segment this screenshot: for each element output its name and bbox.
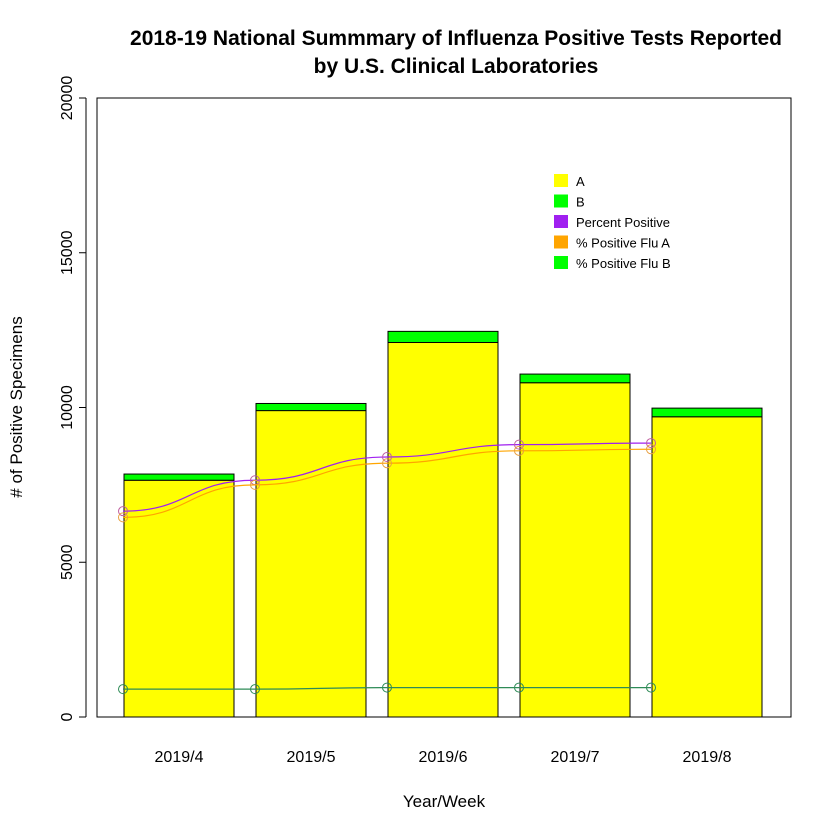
legend-label-2: Percent Positive [576, 215, 670, 230]
x-tick-label-0: 2019/4 [155, 749, 204, 766]
bar-b-1 [255, 402, 367, 412]
point-positive-flu-b-2 [382, 682, 392, 693]
legend-label-3: % Positive Flu A [576, 236, 670, 251]
point-positive-flu-b-1 [250, 684, 260, 695]
line-positive-flu-a [122, 448, 652, 518]
point-positive-flu-b-0 [118, 684, 128, 695]
legend: AB Percent Positive % Positive Flu A % Posi… [554, 174, 671, 271]
bar-b-4 [651, 407, 763, 418]
x-tick-label-1: 2019/5 [287, 749, 336, 766]
point-positive-flu-b-3 [514, 682, 524, 693]
bar-a-0 [123, 479, 235, 718]
y-tick-label-3: 15000 [59, 230, 76, 275]
legend-swatch-2 [554, 215, 568, 228]
legend-label-0: A [576, 174, 585, 189]
x-tick-label-4: 2019/8 [683, 749, 732, 766]
line-positive-flu-b [123, 686, 651, 690]
plot-frame [96, 97, 792, 718]
lines-layer [118, 438, 656, 695]
point-positive-flu-a-3 [514, 445, 524, 456]
y-tick-label-1: 5000 [59, 544, 76, 580]
y-tick-label-0: 0 [59, 712, 76, 721]
x-axis: 2019/4 2019/5 2019/6 2019/7 2019/8 [155, 749, 732, 766]
point-percent-positive-2 [382, 452, 392, 463]
legend-swatch-0 [554, 174, 568, 187]
legend-swatch-1 [554, 194, 568, 208]
legend-swatch-4 [554, 256, 568, 269]
y-tick-label-2: 10000 [59, 385, 76, 430]
bar-a-3 [519, 382, 631, 718]
x-tick-label-3: 2019/7 [551, 749, 600, 766]
point-percent-positive-0 [118, 506, 128, 517]
bar-b-0 [123, 473, 235, 481]
x-tick-label-2: 2019/6 [419, 749, 468, 766]
bar-a-4 [651, 416, 763, 718]
y-axis: 0 5000 10000 15000 20000 [59, 76, 87, 721]
point-positive-flu-a-1 [250, 479, 260, 490]
point-percent-positive-3 [514, 439, 524, 450]
chart-subtitle: by U.S. Clinical Laboratories [314, 55, 599, 78]
bar-b-3 [519, 373, 631, 384]
bars-layer [123, 330, 763, 718]
point-positive-flu-a-2 [382, 458, 392, 469]
y-axis-label: # of Positive Specimens [7, 316, 26, 497]
y-tick-label-4: 20000 [59, 76, 76, 121]
legend-label-4: % Positive Flu B [576, 256, 671, 271]
bar-b-2 [387, 330, 499, 344]
point-positive-flu-a-4 [646, 444, 656, 455]
line-percent-positive [122, 442, 652, 512]
bar-a-1 [255, 410, 367, 718]
legend-swatch-3 [554, 235, 568, 249]
point-positive-flu-a-0 [118, 512, 128, 523]
bar-a-2 [387, 342, 499, 718]
point-positive-flu-b-4 [646, 682, 656, 693]
point-percent-positive-4 [646, 438, 656, 449]
x-axis-label: Year/Week [403, 792, 486, 811]
legend-label-1: B [576, 195, 585, 210]
chart-title: 2018-19 National Summmary of Influenza P… [130, 27, 782, 50]
